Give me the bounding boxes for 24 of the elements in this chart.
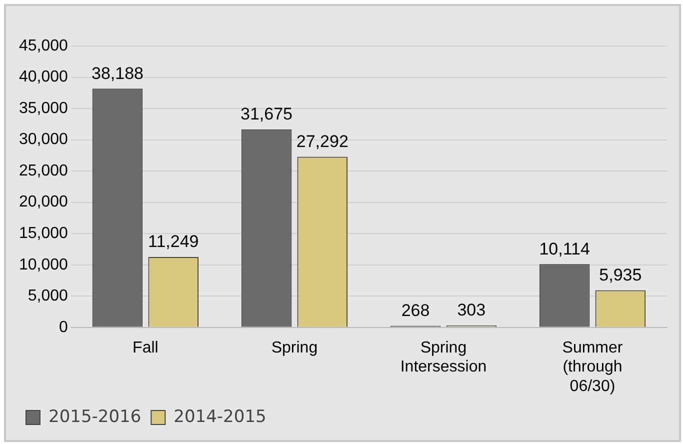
y-tick-label: 35,000 [19,100,68,117]
data-label: 5,935 [599,265,642,284]
legend-label: 2014-2015 [174,406,266,427]
legend-label: 2015-2016 [48,406,142,427]
data-label: 38,188 [92,64,144,83]
data-label: 27,292 [296,132,348,151]
x-tick-label: Spring [271,339,318,356]
y-tick-label: 25,000 [19,162,68,180]
y-tick-label: 40,000 [19,68,68,86]
x-tick-label: Summer (through 06/30) [562,339,624,395]
data-label: 268 [401,300,430,320]
x-tick-label: Spring Intersession [400,339,487,376]
y-tick-label: 10,000 [19,256,68,274]
data-label: 10,114 [539,239,590,258]
y-tick-label: 5,000 [28,288,68,305]
y-tick-label: 15,000 [19,225,68,242]
y-tick-label: 0 [59,318,68,336]
data-label: 11,249 [148,232,199,252]
data-label: 303 [457,300,486,320]
data-label: 31,675 [240,104,293,124]
y-tick-label: 30,000 [19,131,68,148]
y-tick-label: 20,000 [19,194,68,211]
y-tick-label: 45,000 [19,37,68,54]
x-tick-label: Fall [132,339,158,356]
